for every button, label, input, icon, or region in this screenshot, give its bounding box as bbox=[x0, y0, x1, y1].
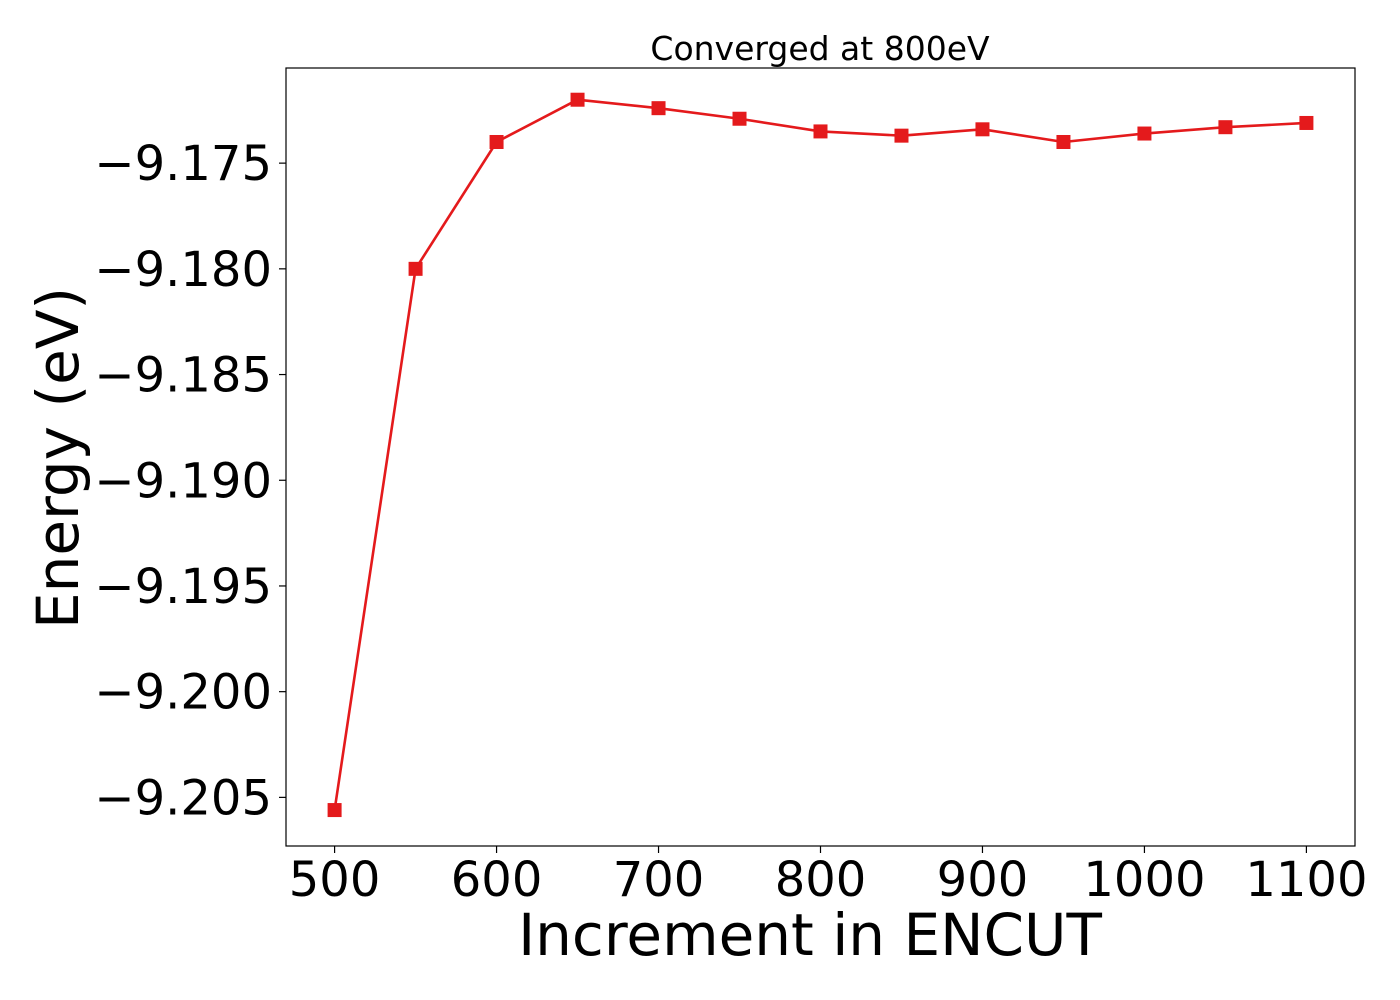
data-point-marker bbox=[408, 261, 423, 276]
x-tick-label: 700 bbox=[613, 852, 705, 908]
data-point-marker bbox=[1299, 115, 1314, 130]
series-layer bbox=[327, 92, 1314, 818]
data-point-marker bbox=[975, 122, 990, 137]
plot-area bbox=[285, 67, 1356, 847]
data-point-marker bbox=[894, 128, 909, 143]
x-tick-label: 600 bbox=[451, 852, 543, 908]
x-tick-label: 1100 bbox=[1245, 852, 1367, 908]
data-point-marker bbox=[813, 124, 828, 139]
x-tick-label: 1000 bbox=[1083, 852, 1205, 908]
data-point-marker bbox=[1218, 120, 1233, 135]
y-tick-label: −9.195 bbox=[94, 559, 272, 615]
x-axis-label: Increment in ENCUT bbox=[518, 901, 1102, 969]
y-tick-label: −9.200 bbox=[94, 665, 272, 721]
data-point-marker bbox=[651, 101, 666, 116]
x-tick-label: 500 bbox=[289, 852, 381, 908]
y-axis-label: Energy (eV) bbox=[24, 287, 92, 629]
data-point-marker bbox=[732, 111, 747, 126]
data-point-marker bbox=[327, 803, 342, 818]
y-tick-label: −9.180 bbox=[94, 242, 272, 298]
data-point-marker bbox=[570, 92, 585, 107]
y-tick-label: −9.175 bbox=[94, 136, 272, 192]
data-point-marker bbox=[1137, 126, 1152, 141]
x-tick-label: 900 bbox=[937, 852, 1029, 908]
y-tick-label: −9.185 bbox=[94, 348, 272, 404]
y-axis: −9.175 −9.180 −9.185 −9.190 −9.195 −9.200 −9.2… bbox=[94, 136, 286, 826]
x-axis: 500 600 700 800 900 1000 1100 bbox=[289, 846, 1367, 908]
x-tick-label: 800 bbox=[775, 852, 867, 908]
series-line bbox=[333, 98, 1307, 811]
y-tick-label: −9.205 bbox=[94, 770, 272, 826]
data-point-marker bbox=[489, 134, 504, 149]
y-tick-label: −9.190 bbox=[94, 453, 272, 509]
data-point-marker bbox=[1056, 134, 1071, 149]
chart-title: Converged at 800eV bbox=[650, 29, 990, 68]
